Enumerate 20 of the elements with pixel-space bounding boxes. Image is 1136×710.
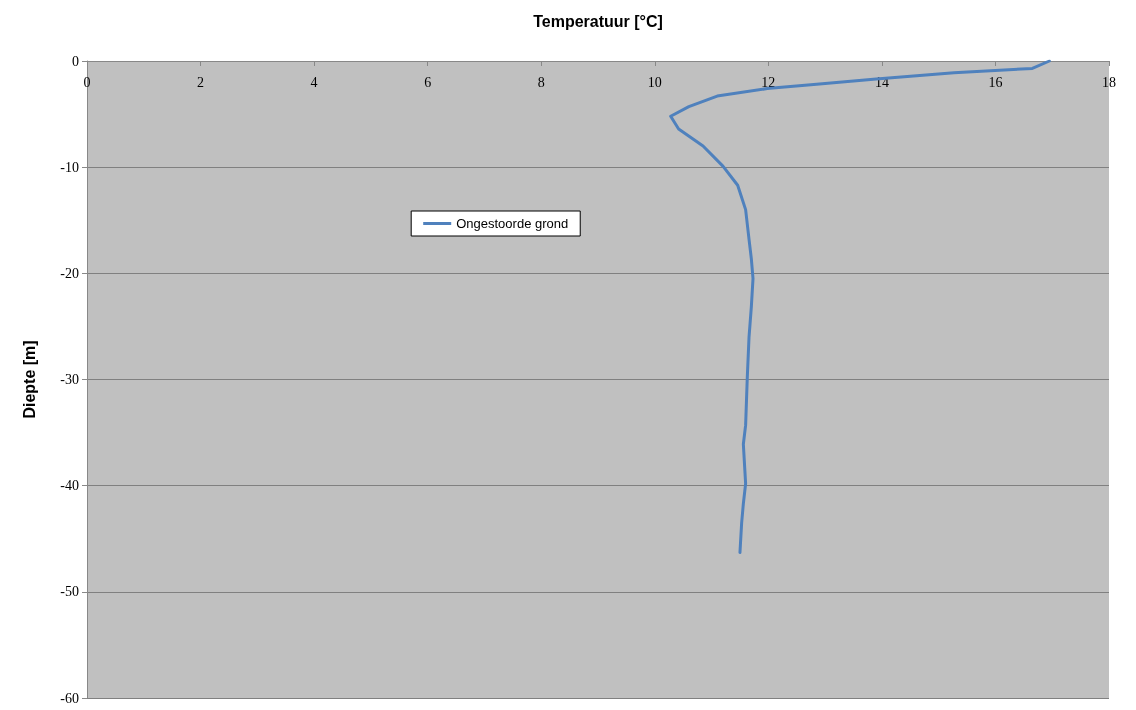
y-tick-label: 0 <box>72 53 79 69</box>
x-axis-title: Temperatuur [°C] <box>533 12 663 30</box>
line-series <box>669 59 1051 555</box>
x-tick-label: 4 <box>310 74 318 90</box>
x-tick-label: 2 <box>197 74 205 90</box>
x-tick-label: 6 <box>424 74 432 90</box>
y-tick-label: -20 <box>60 265 79 281</box>
legend-label: Ongestoorde grond <box>456 216 569 231</box>
y-axis-title: Diepte [m] <box>20 340 38 419</box>
x-tick-label: 8 <box>537 74 545 90</box>
y-tick-label: -30 <box>60 372 79 387</box>
x-tick-label: 0 <box>83 74 91 90</box>
x-tick-label: 12 <box>761 74 776 90</box>
y-tick-label: -60 <box>60 690 79 706</box>
x-tick-label: 18 <box>1102 74 1116 90</box>
x-tick-label: 16 <box>988 74 1003 90</box>
y-tick-label: -40 <box>60 478 79 494</box>
y-tick-label: -50 <box>60 584 79 600</box>
y-tick-label: -10 <box>60 159 79 175</box>
x-tick-label: 10 <box>647 74 662 90</box>
